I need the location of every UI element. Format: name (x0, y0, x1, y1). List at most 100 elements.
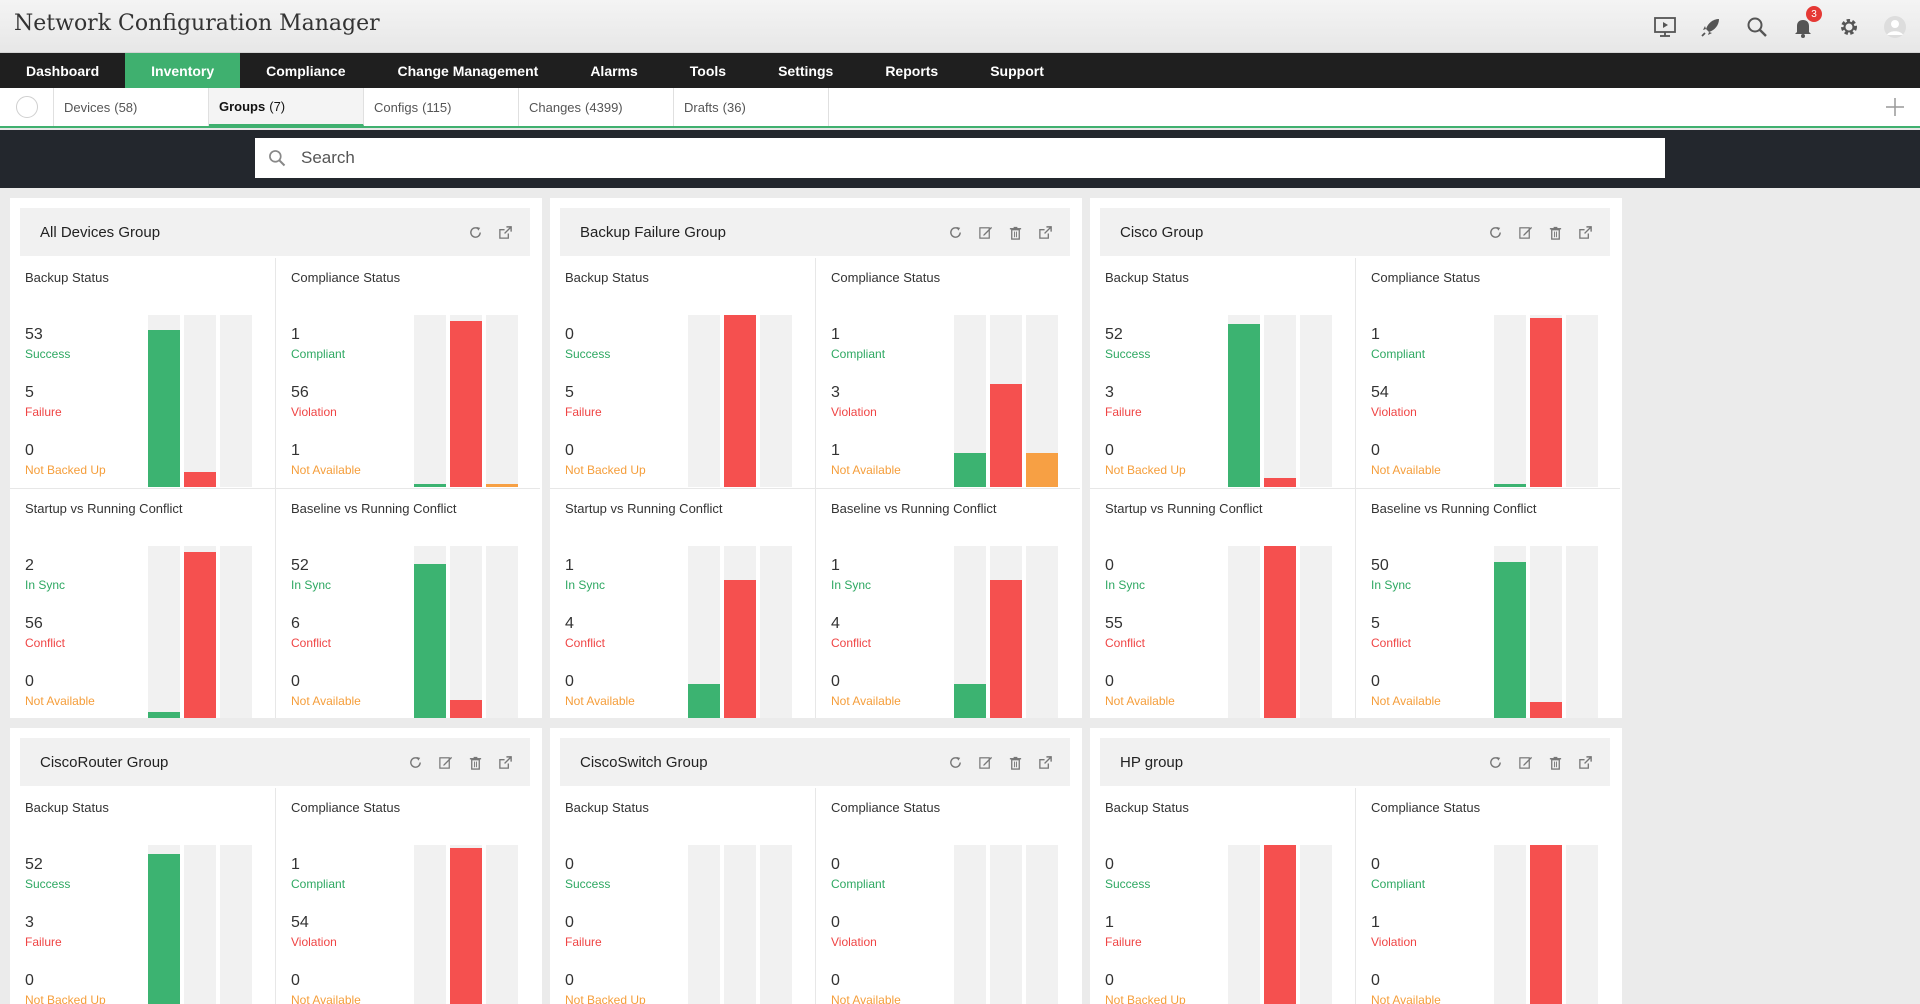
bar-conflict[interactable] (450, 700, 482, 718)
nav-reports[interactable]: Reports (885, 62, 939, 79)
group-name[interactable]: Cisco Group (1120, 223, 1204, 241)
tab-changes[interactable]: Changes (4399) (519, 88, 674, 126)
add-tab-icon[interactable] (1884, 96, 1906, 118)
nav-compliance[interactable]: Compliance (266, 62, 346, 79)
bar-violation[interactable] (450, 848, 482, 1004)
bar-conflict[interactable] (1264, 546, 1296, 718)
refresh-icon[interactable] (946, 223, 964, 241)
group-name[interactable]: Backup Failure Group (580, 223, 726, 241)
search-box[interactable] (255, 138, 1665, 178)
bar-not-available[interactable] (1026, 453, 1058, 487)
metric[interactable]: 52 Success (25, 856, 70, 892)
nav-tools[interactable]: Tools (689, 62, 727, 79)
metric[interactable]: 1 In Sync (565, 557, 605, 593)
delete-icon[interactable] (1546, 223, 1564, 241)
bar-not-available[interactable] (486, 484, 518, 487)
bar-violation[interactable] (1530, 845, 1562, 1004)
metric[interactable]: 2 In Sync (25, 557, 65, 593)
edit-icon[interactable] (436, 753, 454, 771)
tab-devices[interactable]: Devices (58) (54, 88, 209, 126)
group-name[interactable]: CiscoRouter Group (40, 753, 169, 771)
bar-failure[interactable] (1264, 845, 1296, 1004)
bar-conflict[interactable] (990, 580, 1022, 718)
bar-in-sync[interactable] (148, 712, 180, 718)
bar-failure[interactable] (1264, 478, 1296, 487)
metric[interactable]: 0 Not Available (25, 673, 95, 709)
metric[interactable]: 0 Violation (831, 914, 877, 950)
metric[interactable]: 0 Not Backed Up (565, 442, 646, 478)
search-input[interactable] (301, 148, 1601, 168)
open-external-icon[interactable] (1576, 753, 1594, 771)
group-name[interactable]: CiscoSwitch Group (580, 753, 708, 771)
refresh-icon[interactable] (466, 223, 484, 241)
metric[interactable]: 1 Compliant (1371, 326, 1425, 362)
bar-failure[interactable] (184, 472, 216, 487)
group-name[interactable]: HP group (1120, 753, 1184, 771)
metric[interactable]: 5 Failure (565, 384, 602, 420)
open-external-icon[interactable] (1576, 223, 1594, 241)
bar-failure[interactable] (724, 315, 756, 487)
refresh-icon[interactable] (406, 753, 424, 771)
edit-icon[interactable] (1516, 223, 1534, 241)
open-external-icon[interactable] (496, 223, 514, 241)
bar-violation[interactable] (450, 321, 482, 487)
edit-icon[interactable] (976, 223, 994, 241)
metric[interactable]: 0 Not Available (1371, 673, 1441, 709)
metric[interactable]: 0 In Sync (1105, 557, 1145, 593)
metric[interactable]: 0 Not Available (1371, 972, 1441, 1004)
metric[interactable]: 50 In Sync (1371, 557, 1411, 593)
bar-conflict[interactable] (724, 580, 756, 718)
bar-conflict[interactable] (1530, 702, 1562, 718)
metric[interactable]: 0 Not Available (831, 673, 901, 709)
metric[interactable]: 4 Conflict (831, 615, 871, 651)
bar-compliant[interactable] (414, 484, 446, 487)
delete-icon[interactable] (1546, 753, 1564, 771)
metric[interactable]: 5 Failure (25, 384, 62, 420)
metric[interactable]: 0 Not Backed Up (1105, 442, 1186, 478)
metric[interactable]: 6 Conflict (291, 615, 331, 651)
metric[interactable]: 1 Compliant (831, 326, 885, 362)
tab-groups[interactable]: Groups (7) (209, 88, 364, 126)
metric[interactable]: 3 Violation (831, 384, 877, 420)
rocket-icon[interactable] (1696, 12, 1726, 42)
metric[interactable]: 0 Not Available (1105, 673, 1175, 709)
nav-change-management[interactable]: Change Management (397, 62, 539, 79)
user-avatar-icon[interactable] (1880, 12, 1910, 42)
bar-violation[interactable] (1530, 318, 1562, 487)
nav-inventory[interactable]: Inventory (125, 53, 241, 88)
metric[interactable]: 54 Violation (291, 914, 337, 950)
metric[interactable]: 0 Not Backed Up (1105, 972, 1186, 1004)
metric[interactable]: 0 Not Backed Up (25, 972, 106, 1004)
metric[interactable]: 5 Conflict (1371, 615, 1411, 651)
metric[interactable]: 0 Success (1105, 856, 1150, 892)
metric[interactable]: 53 Success (25, 326, 70, 362)
metric[interactable]: 52 In Sync (291, 557, 331, 593)
metric[interactable]: 0 Success (565, 326, 610, 362)
metric[interactable]: 3 Failure (1105, 384, 1142, 420)
presentation-icon[interactable] (1650, 12, 1680, 42)
bar-success[interactable] (1228, 324, 1260, 487)
edit-icon[interactable] (976, 753, 994, 771)
open-external-icon[interactable] (496, 753, 514, 771)
metric[interactable]: 1 Compliant (291, 856, 345, 892)
metric[interactable]: 0 Not Available (291, 972, 361, 1004)
metric[interactable]: 0 Not Available (831, 972, 901, 1004)
bar-success[interactable] (148, 854, 180, 1004)
metric[interactable]: 1 In Sync (831, 557, 871, 593)
refresh-icon[interactable] (1486, 753, 1504, 771)
delete-icon[interactable] (1006, 753, 1024, 771)
metric[interactable]: 0 Success (565, 856, 610, 892)
delete-icon[interactable] (1006, 223, 1024, 241)
bar-success[interactable] (148, 330, 180, 487)
metric[interactable]: 1 Not Available (291, 442, 361, 478)
metric[interactable]: 0 Not Available (565, 673, 635, 709)
metric[interactable]: 56 Conflict (25, 615, 65, 651)
select-all-radio[interactable] (0, 88, 54, 126)
tab-drafts[interactable]: Drafts (36) (674, 88, 829, 126)
metric[interactable]: 0 Compliant (831, 856, 885, 892)
bar-in-sync[interactable] (688, 684, 720, 718)
metric[interactable]: 1 Compliant (291, 326, 345, 362)
bar-in-sync[interactable] (954, 684, 986, 718)
gear-icon[interactable] (1834, 12, 1864, 42)
metric[interactable]: 1 Failure (1105, 914, 1142, 950)
